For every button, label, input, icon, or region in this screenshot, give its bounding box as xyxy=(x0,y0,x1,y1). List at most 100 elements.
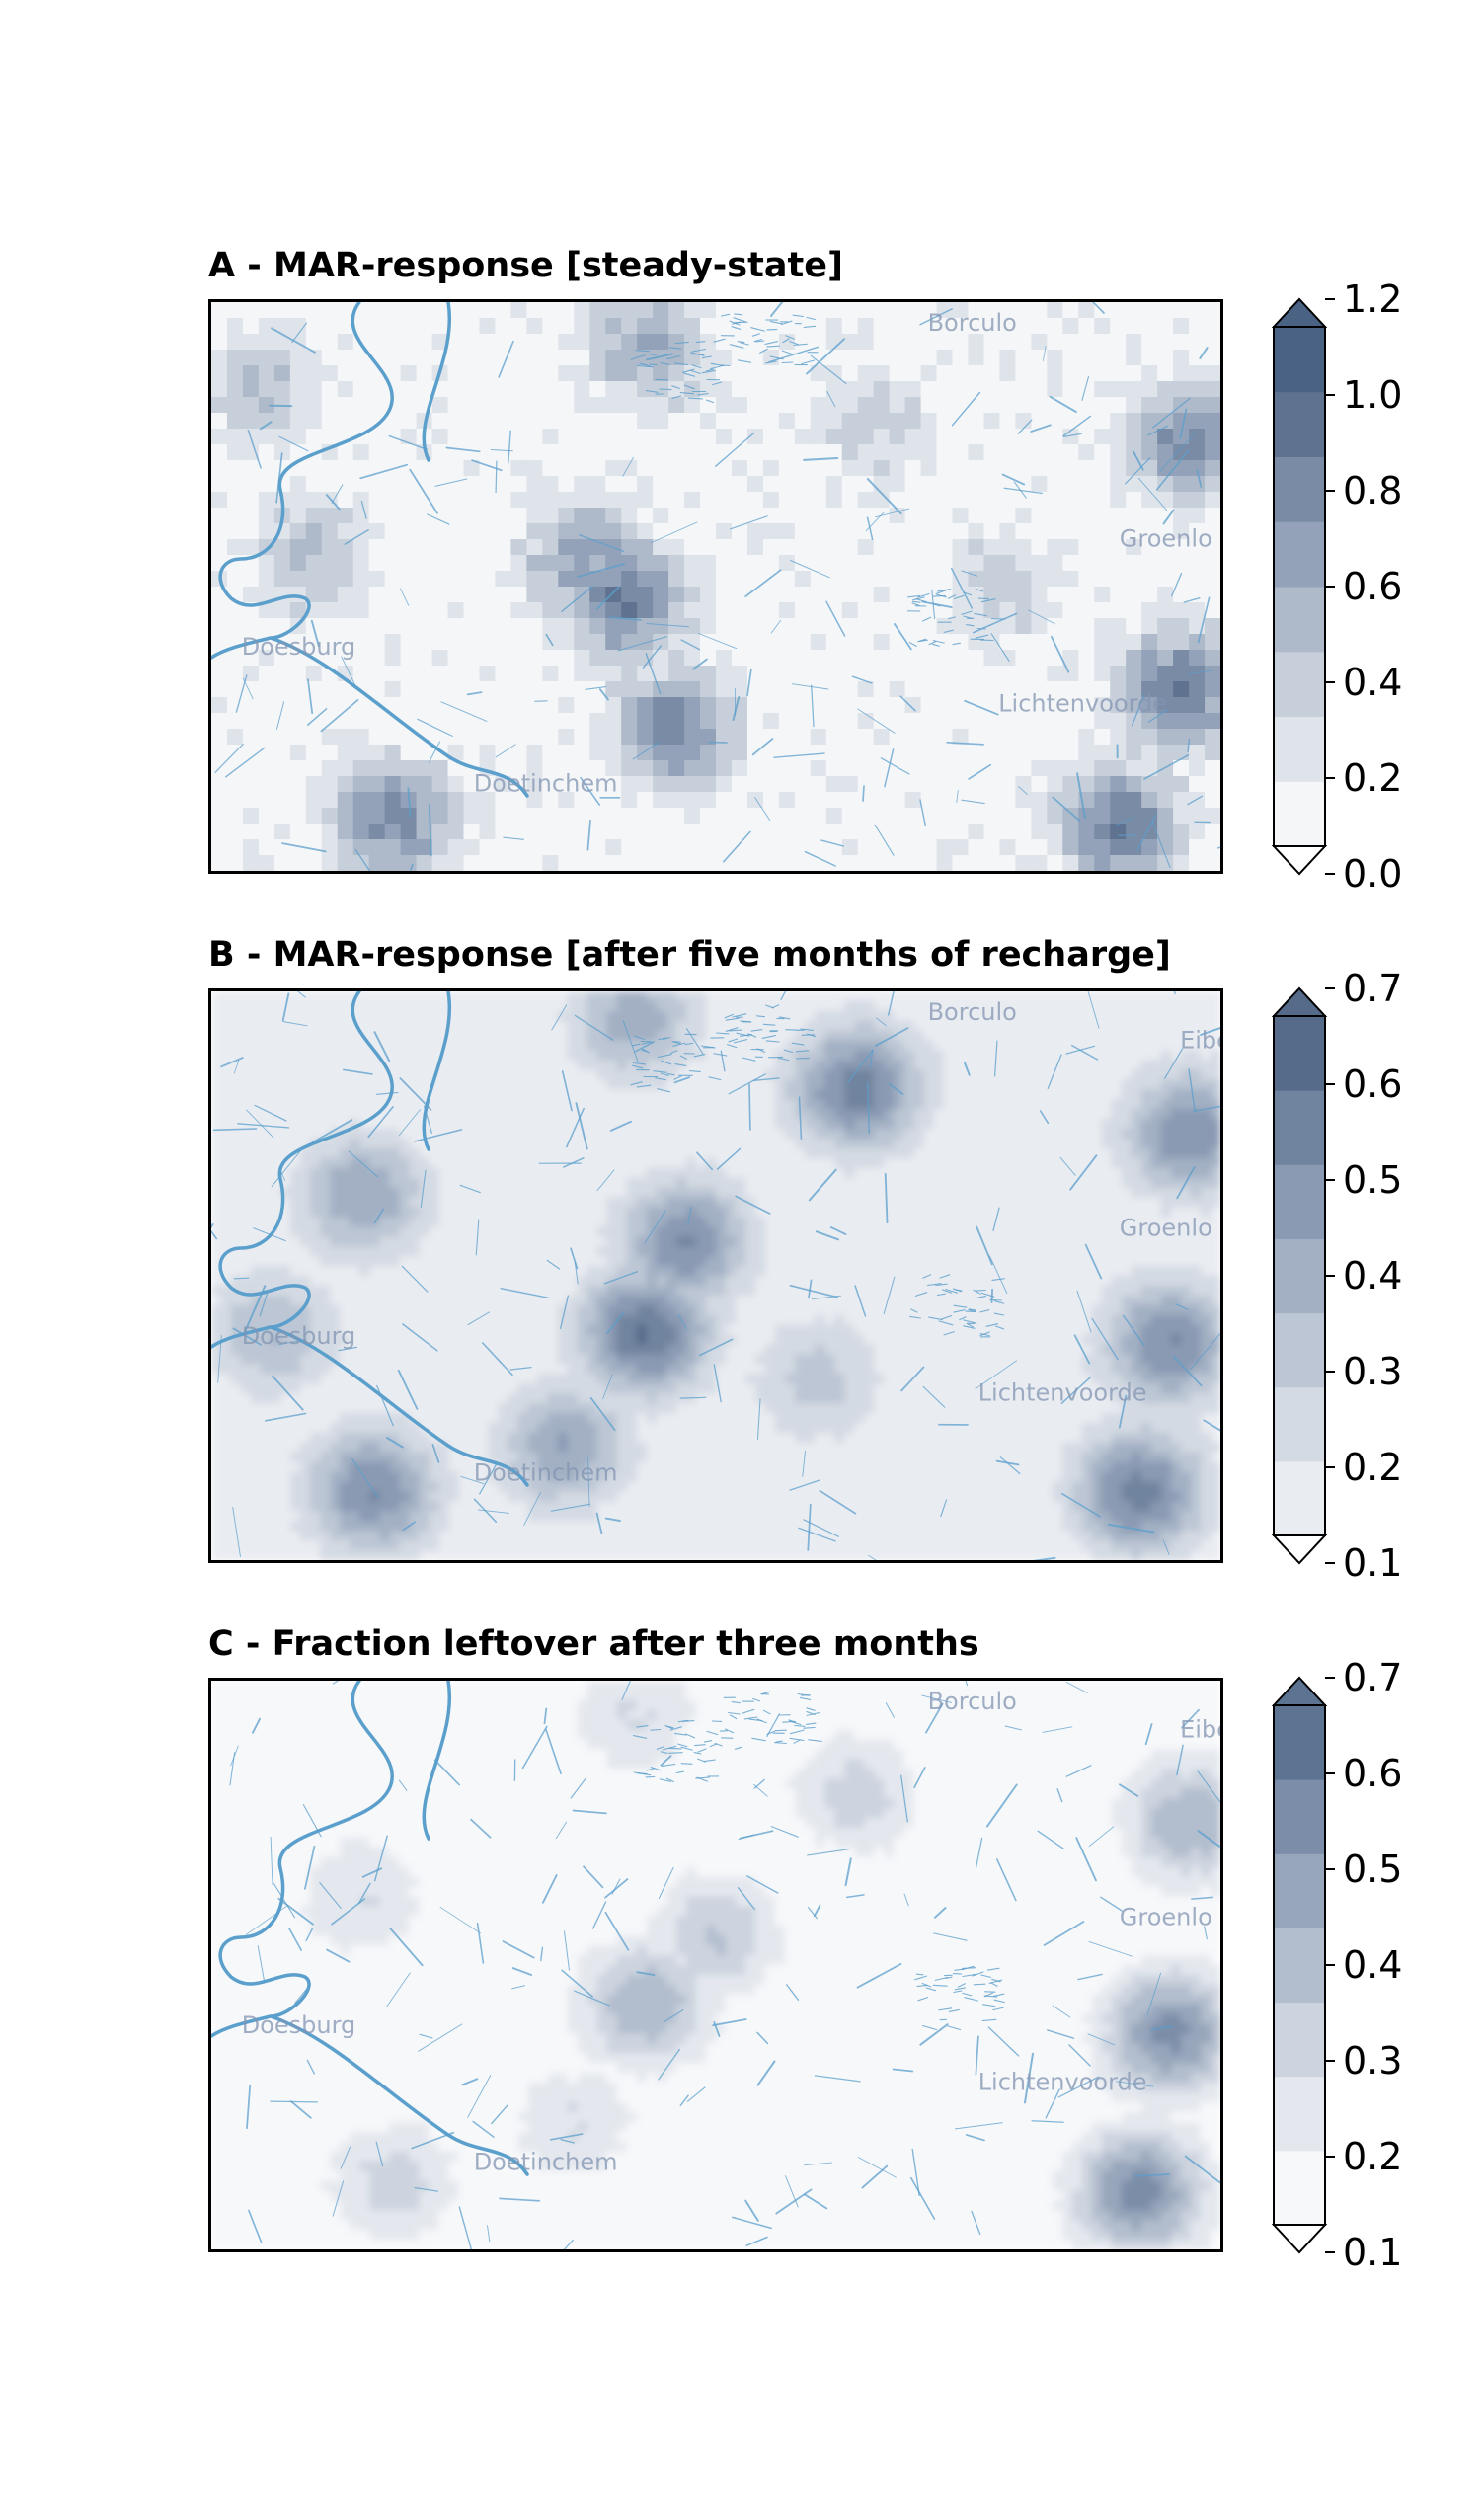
heatmap-cell xyxy=(330,1167,341,1179)
heatmap-cell xyxy=(746,318,764,335)
heatmap-cell xyxy=(854,1119,865,1130)
stream-line xyxy=(683,384,695,390)
heatmap-cell xyxy=(1141,776,1158,793)
heatmap-cell xyxy=(1131,1138,1142,1149)
heatmap-cell xyxy=(399,1177,410,1189)
heatmap-cell xyxy=(716,1050,727,1062)
heatmap-cell xyxy=(1110,855,1127,871)
heatmap-cell xyxy=(337,839,354,856)
stream-line xyxy=(1187,795,1203,806)
heatmap-cell xyxy=(226,302,244,319)
heatmap-cell xyxy=(251,1000,262,1012)
heatmap-cell xyxy=(447,792,465,809)
heatmap-cell xyxy=(273,318,291,335)
heatmap-cell xyxy=(1111,1050,1123,1062)
heatmap-cell xyxy=(479,381,497,398)
heatmap-cell xyxy=(429,1030,440,1042)
heatmap-cell xyxy=(716,476,733,493)
heatmap-cell xyxy=(211,508,228,524)
heatmap-cell xyxy=(1141,681,1158,698)
heatmap-cell xyxy=(478,1147,490,1159)
heatmap-cell xyxy=(903,1060,914,1071)
stream-line xyxy=(508,430,511,464)
heatmap-cell xyxy=(458,1129,470,1140)
heatmap-cell xyxy=(368,571,386,588)
heatmap-cell xyxy=(1157,555,1174,572)
heatmap-cell xyxy=(258,602,275,619)
heatmap-cell xyxy=(537,1000,549,1012)
heatmap-cell xyxy=(340,1217,351,1227)
heatmap-cell xyxy=(636,1069,648,1080)
heatmap-cell xyxy=(824,1147,835,1159)
heatmap-cell xyxy=(810,666,827,682)
heatmap-cell xyxy=(775,1177,786,1189)
heatmap-cell xyxy=(684,334,701,351)
heatmap-cell xyxy=(637,666,654,682)
heatmap-cell xyxy=(271,1119,281,1130)
stream-line xyxy=(732,696,741,721)
heatmap-cell xyxy=(1094,381,1111,398)
heatmap-cell xyxy=(1121,1099,1133,1110)
stream-line xyxy=(866,478,902,515)
heatmap-cell xyxy=(864,1020,875,1032)
heatmap-cell xyxy=(369,1147,380,1159)
heatmap-cell xyxy=(854,1109,865,1120)
heatmap-cell xyxy=(605,381,622,398)
heatmap-cell xyxy=(968,492,985,509)
heatmap-cell xyxy=(1189,697,1206,714)
heatmap-cell xyxy=(953,1167,965,1179)
heatmap-cell xyxy=(894,1138,904,1149)
heatmap-cell xyxy=(824,1157,835,1169)
heatmap-cell xyxy=(1094,476,1111,493)
heatmap-cell xyxy=(1012,1129,1024,1140)
heatmap-cell xyxy=(1189,729,1206,746)
stream-line xyxy=(931,643,940,647)
heatmap-cell xyxy=(854,1207,865,1219)
stream-line xyxy=(751,333,761,337)
stream-line xyxy=(359,463,409,480)
heatmap-cell xyxy=(271,1099,281,1110)
heatmap-cell xyxy=(409,1167,421,1179)
heatmap-cell xyxy=(1015,776,1032,793)
heatmap-cell xyxy=(1189,302,1206,319)
heatmap-cell xyxy=(526,476,543,493)
heatmap-cell xyxy=(889,650,906,667)
heatmap-cell xyxy=(778,397,796,414)
heatmap-cell xyxy=(542,618,559,635)
heatmap-cell xyxy=(1047,302,1063,319)
heatmap-cell xyxy=(1190,1079,1202,1090)
heatmap-cell xyxy=(952,334,970,351)
stream-line xyxy=(932,640,945,644)
heatmap-cell xyxy=(825,508,843,524)
heatmap-cell xyxy=(1078,334,1095,351)
heatmap-cell xyxy=(350,1030,360,1042)
heatmap-cell xyxy=(542,824,559,840)
heatmap-cell xyxy=(616,1099,628,1110)
heatmap-cell xyxy=(923,1099,935,1110)
heatmap-cell xyxy=(1150,1050,1162,1062)
heatmap-cell xyxy=(1157,666,1174,682)
heatmap-cell xyxy=(340,1129,351,1140)
heatmap-cell xyxy=(968,555,985,572)
heatmap-cell xyxy=(241,1010,252,1022)
heatmap-cell xyxy=(668,697,685,714)
heatmap-cell xyxy=(1190,1109,1202,1120)
heatmap-cell xyxy=(889,855,906,871)
heatmap-cell xyxy=(685,1020,697,1032)
heatmap-cell xyxy=(745,1129,756,1140)
heatmap-cell xyxy=(731,539,748,556)
heatmap-cell xyxy=(864,1060,875,1071)
stream-line xyxy=(1131,694,1145,727)
heatmap-cell xyxy=(542,650,559,667)
heatmap-cell xyxy=(495,429,512,445)
stream-line xyxy=(671,385,680,389)
heatmap-cell xyxy=(815,1069,825,1080)
heatmap-cell xyxy=(211,792,228,809)
heatmap-cell xyxy=(1173,444,1190,461)
heatmap-cell xyxy=(605,808,622,825)
heatmap-cell xyxy=(1015,839,1032,856)
heatmap-cell xyxy=(1078,650,1095,667)
heatmap-cell xyxy=(731,666,748,682)
heatmap-cell xyxy=(1042,1099,1054,1110)
heatmap-cell xyxy=(271,1060,281,1071)
